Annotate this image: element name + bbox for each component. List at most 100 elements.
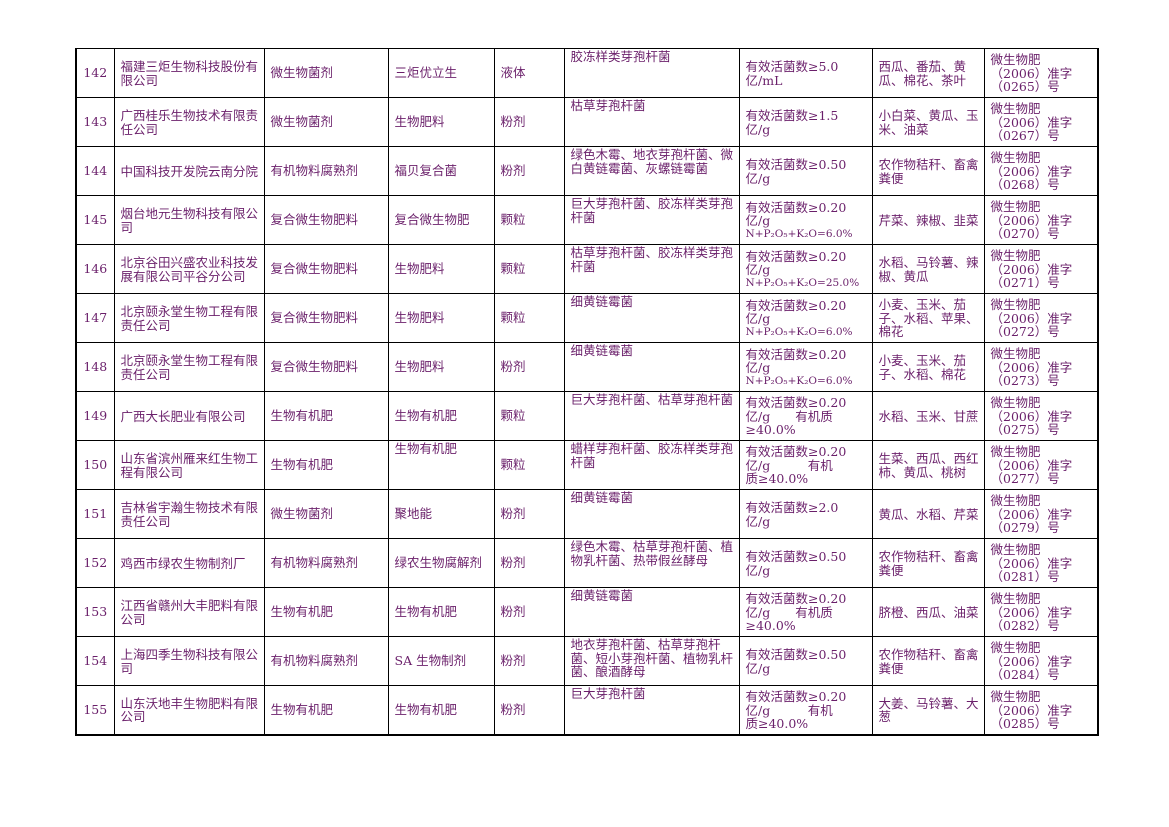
active-content-cell: 有效活菌数≥0.50 亿/g	[738, 538, 873, 588]
strains-cell: 巨大芽孢杆菌、胶冻样类芽孢杆菌	[563, 195, 740, 245]
applicable-crops-cell: 芹菜、辣椒、韭菜	[871, 195, 985, 245]
applicable-crops-cell: 小麦、玉米、茄子、水稻、棉花	[871, 342, 985, 392]
license-line: （2006）准字	[990, 359, 1073, 375]
applicable-crops-cell: 农作物秸秆、畜禽粪便	[871, 636, 985, 686]
license-line: 微生物肥	[990, 346, 1041, 362]
nutrient-content-line: N+P₂O₅+K₂O=6.0%	[745, 227, 853, 240]
category-cell: 有机物料腐熟剂	[263, 636, 389, 686]
license-line: （2006）准字	[990, 604, 1073, 620]
product-form-cell: 颗粒	[493, 244, 565, 294]
category-cell: 有机物料腐熟剂	[263, 146, 389, 196]
content-line: 有效活菌数≥2.0	[745, 500, 839, 515]
company-cell: 福建三炬生物科技股份有限公司	[113, 48, 265, 98]
license-line: 微生物肥	[990, 444, 1041, 460]
table-row: 143 广西桂乐生物技术有限责任公司 微生物菌剂 生物肥料 粉剂 枯草芽孢杆菌 有效活菌数≥…	[75, 97, 1099, 147]
applicable-crops-cell: 大姜、马铃薯、大葱	[871, 685, 985, 736]
license-line: （0273）号	[990, 373, 1060, 389]
license-line: 微生物肥	[990, 640, 1041, 656]
nutrient-content-line: N+P₂O₅+K₂O=6.0%	[745, 374, 853, 387]
license-line: （2006）准字	[990, 408, 1073, 424]
product-name-cell: 聚地能	[387, 489, 495, 539]
content-line: 亿/g	[745, 360, 771, 375]
company-cell: 上海四季生物科技有限公司	[113, 636, 265, 686]
strains-cell: 枯草芽孢杆菌	[563, 97, 740, 147]
license-line: （2006）准字	[990, 653, 1073, 669]
product-form-cell: 粉剂	[493, 685, 565, 736]
content-line: 有效活菌数≥0.20	[745, 199, 847, 215]
company-cell: 江西省赣州大丰肥料有限公司	[113, 587, 265, 637]
license-line: （2006）准字	[990, 65, 1073, 81]
product-form-cell: 粉剂	[493, 587, 565, 637]
strains-cell: 地衣芽孢杆菌、枯草芽孢杆菌、短小芽孢杆菌、植物乳杆菌、酿酒酵母	[563, 636, 740, 686]
license-number-cell: 微生物肥 （2006）准字 （0284）号	[983, 636, 1099, 686]
active-content-cell: 有效活菌数≥0.20 亿/g N+P₂O₅+K₂O=6.0%	[738, 293, 873, 343]
category-cell: 生物有机肥	[263, 391, 389, 441]
license-number-cell: 微生物肥 （2006）准字 （0271）号	[983, 244, 1099, 294]
license-line: 微生物肥	[990, 101, 1041, 117]
strains-cell: 蜡样芽孢杆菌、胶冻样类芽孢杆菌	[563, 440, 740, 490]
license-line: （0282）号	[990, 618, 1060, 634]
row-number-cell: 154	[75, 636, 115, 686]
company-cell: 烟台地元生物科技有限公司	[113, 195, 265, 245]
strains-cell: 绿色木霉、枯草芽孢杆菌、植物乳杆菌、热带假丝酵母	[563, 538, 740, 588]
content-line: 有效活菌数≥0.50	[745, 647, 847, 662]
row-number-cell: 146	[75, 244, 115, 294]
product-name-cell: 绿农生物腐解剂	[387, 538, 495, 588]
category-cell: 微生物菌剂	[263, 489, 389, 539]
product-name-cell: 生物有机肥	[387, 391, 495, 441]
company-cell: 山东省滨州雁来红生物工程有限公司	[113, 440, 265, 490]
content-line: 亿/g 有机	[745, 702, 833, 718]
table-row: 144 中国科技开发院云南分院 有机物料腐熟剂 福贝复合菌 粉剂 绿色木霉、地衣芽孢杆菌、…	[75, 146, 1099, 196]
license-line: （2006）准字	[990, 702, 1073, 718]
product-form-cell: 颗粒	[493, 293, 565, 343]
company-cell: 北京颐永堂生物工程有限责任公司	[113, 293, 265, 343]
table-row: 150 山东省滨州雁来红生物工程有限公司 生物有机肥 生物有机肥 颗粒 蜡样芽孢杆菌、胶冻…	[75, 440, 1099, 490]
license-line: （0272）号	[990, 324, 1060, 340]
product-name-cell: 复合微生物肥	[387, 195, 495, 245]
table-row: 155 山东沃地丰生物肥料有限公司 生物有机肥 生物有机肥 粉剂 巨大芽孢杆菌 有效活菌数≥…	[75, 685, 1099, 736]
table-row: 154 上海四季生物科技有限公司 有机物料腐熟剂 SA 生物制剂 粉剂 地衣芽孢杆菌、枯草…	[75, 636, 1099, 686]
content-line: 质≥40.0%	[745, 471, 809, 487]
applicable-crops-cell: 小麦、玉米、茄子、水稻、苹果、棉花	[871, 293, 985, 343]
product-name-cell: 三炬优立生	[387, 48, 495, 98]
license-line: （0279）号	[990, 520, 1060, 536]
license-number-cell: 微生物肥 （2006）准字 （0279）号	[983, 489, 1099, 539]
content-line: 有效活菌数≥5.0	[745, 59, 839, 74]
company-cell: 吉林省宇瀚生物技术有限责任公司	[113, 489, 265, 539]
license-line: 微生物肥	[990, 493, 1041, 509]
row-number-cell: 143	[75, 97, 115, 147]
license-line: （0271）号	[990, 275, 1060, 291]
content-line: 有效活菌数≥0.20	[745, 444, 847, 460]
license-line: （2006）准字	[990, 555, 1073, 571]
license-line: （0281）号	[990, 569, 1060, 585]
strains-cell: 枯草芽孢杆菌、胶冻样类芽孢杆菌	[563, 244, 740, 294]
product-name-cell: 生物有机肥	[387, 685, 495, 736]
content-line: 亿/g	[745, 660, 771, 676]
license-line: 微生物肥	[990, 689, 1041, 704]
strains-cell: 巨大芽孢杆菌	[563, 685, 740, 736]
content-line: 亿/mL	[745, 72, 783, 88]
license-line: 微生物肥	[990, 591, 1041, 607]
content-line: 有效活菌数≥1.5	[745, 108, 839, 123]
row-number-cell: 142	[75, 48, 115, 98]
company-cell: 鸡西市绿农生物制剂厂	[113, 538, 265, 588]
license-line: （2006）准字	[990, 506, 1073, 522]
license-line: 微生物肥	[990, 199, 1041, 215]
strains-cell: 细黄链霉菌	[563, 587, 740, 637]
license-line: 微生物肥	[990, 542, 1041, 558]
category-cell: 生物有机肥	[263, 587, 389, 637]
product-name-cell: 生物肥料	[387, 342, 495, 392]
nutrient-content-line: N+P₂O₅+K₂O=6.0%	[745, 325, 853, 338]
content-line: 亿/g	[745, 121, 771, 137]
product-form-cell: 颗粒	[493, 391, 565, 441]
content-line: ≥40.0%	[745, 618, 796, 634]
category-cell: 复合微生物肥料	[263, 195, 389, 245]
license-line: （0284）号	[990, 667, 1060, 683]
content-line: 有效活菌数≥0.20	[745, 248, 847, 264]
company-cell: 中国科技开发院云南分院	[113, 146, 265, 196]
category-cell: 复合微生物肥料	[263, 293, 389, 343]
content-line: 亿/g	[745, 311, 771, 326]
nutrient-content-line: N+P₂O₅+K₂O=25.0%	[745, 276, 860, 289]
applicable-crops-cell: 小白菜、黄瓜、玉米、油菜	[871, 97, 985, 147]
